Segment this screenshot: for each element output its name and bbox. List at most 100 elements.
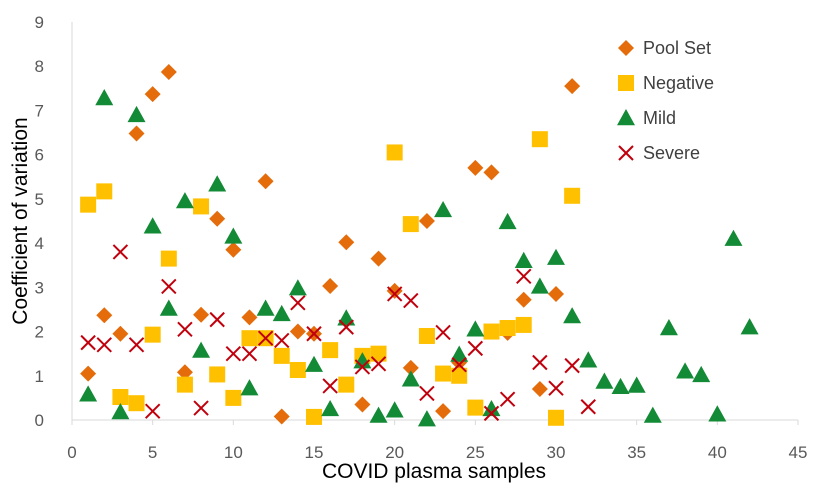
- data-point: [241, 345, 258, 362]
- x-tick-label: 5: [148, 443, 157, 462]
- data-point: [209, 210, 226, 227]
- data-point: [224, 227, 243, 244]
- data-point: [175, 192, 194, 209]
- data-point: [531, 131, 548, 148]
- series-severe: [80, 244, 596, 422]
- x-marker-stroke: [354, 359, 371, 375]
- x-marker-stroke: [516, 268, 532, 284]
- x-tick-label: 15: [305, 443, 324, 462]
- x-marker-stroke: [177, 321, 193, 338]
- data-point: [241, 330, 258, 347]
- data-point: [482, 399, 501, 417]
- y-tick-label: 2: [35, 323, 44, 342]
- data-point: [354, 396, 371, 413]
- data-point: [531, 381, 548, 398]
- data-point: [643, 406, 662, 423]
- data-point: [564, 78, 581, 95]
- y-tick-label: 4: [35, 234, 44, 253]
- data-point: [467, 399, 484, 416]
- data-point: [434, 200, 453, 218]
- legend-marker: [618, 145, 634, 161]
- data-point: [548, 285, 564, 302]
- data-point: [128, 395, 145, 412]
- data-point: [96, 307, 113, 324]
- legend-marker: [618, 40, 634, 56]
- series-pool-set: [80, 63, 581, 425]
- data-point: [112, 325, 129, 342]
- data-point: [161, 278, 177, 295]
- x-marker-stroke: [144, 403, 161, 419]
- data-point: [370, 250, 387, 267]
- data-point: [353, 352, 372, 369]
- y-tick-label: 3: [35, 278, 44, 297]
- data-point: [435, 365, 452, 382]
- data-point: [386, 286, 403, 302]
- data-point: [322, 342, 339, 359]
- legend-label: Mild: [643, 108, 676, 128]
- x-marker-stroke: [306, 326, 322, 342]
- data-point: [289, 323, 306, 340]
- data-point: [127, 105, 146, 123]
- data-point: [483, 164, 500, 181]
- data-point: [256, 299, 275, 316]
- x-marker-stroke: [499, 391, 516, 407]
- data-point: [144, 403, 161, 419]
- data-point: [177, 321, 193, 338]
- series-mild: [79, 89, 759, 427]
- data-point: [514, 251, 533, 268]
- data-point: [451, 357, 467, 373]
- data-point: [483, 323, 500, 340]
- data-point: [483, 405, 500, 422]
- data-point: [273, 347, 290, 364]
- data-point: [95, 89, 114, 106]
- x-tick-label: 35: [627, 443, 646, 462]
- data-point: [80, 196, 97, 213]
- data-point: [401, 370, 420, 387]
- data-point: [627, 376, 646, 393]
- data-point: [692, 365, 711, 383]
- data-point: [418, 327, 435, 344]
- y-tick-label: 8: [35, 57, 44, 76]
- data-point: [417, 410, 436, 427]
- data-point: [338, 376, 355, 393]
- data-point: [128, 337, 145, 353]
- x-marker-stroke: [580, 399, 596, 415]
- data-points: [79, 63, 759, 427]
- data-point: [708, 405, 727, 422]
- y-tick-label: 7: [35, 101, 44, 120]
- data-point: [740, 318, 759, 335]
- data-point: [515, 316, 532, 333]
- data-point: [160, 250, 177, 267]
- data-point: [435, 403, 452, 420]
- data-point: [176, 364, 193, 381]
- data-point: [338, 319, 354, 335]
- x-marker-stroke: [96, 337, 112, 353]
- data-point: [498, 212, 517, 230]
- data-point: [564, 357, 580, 374]
- x-marker-stroke: [225, 345, 242, 362]
- data-point: [321, 399, 340, 417]
- data-point: [659, 319, 678, 336]
- data-point: [499, 391, 516, 407]
- data-point: [450, 345, 469, 362]
- x-marker-stroke: [193, 400, 209, 416]
- data-point: [225, 389, 242, 406]
- legend-label: Negative: [643, 73, 714, 93]
- data-point: [290, 295, 306, 311]
- data-point: [193, 400, 209, 416]
- x-marker-stroke: [564, 357, 580, 374]
- data-point: [338, 234, 355, 251]
- y-tick-label: 5: [35, 190, 44, 209]
- data-point: [305, 355, 323, 372]
- data-point: [193, 306, 210, 323]
- x-tick-label: 30: [547, 443, 566, 462]
- data-point: [467, 159, 484, 176]
- data-point: [499, 320, 516, 337]
- data-point: [419, 385, 435, 402]
- y-axis-title: Coefficient of variation: [9, 117, 32, 324]
- x-tick-label: 10: [224, 443, 243, 462]
- x-marker-stroke: [386, 286, 403, 302]
- data-point: [241, 309, 258, 326]
- data-point: [160, 63, 177, 80]
- data-point: [322, 278, 339, 295]
